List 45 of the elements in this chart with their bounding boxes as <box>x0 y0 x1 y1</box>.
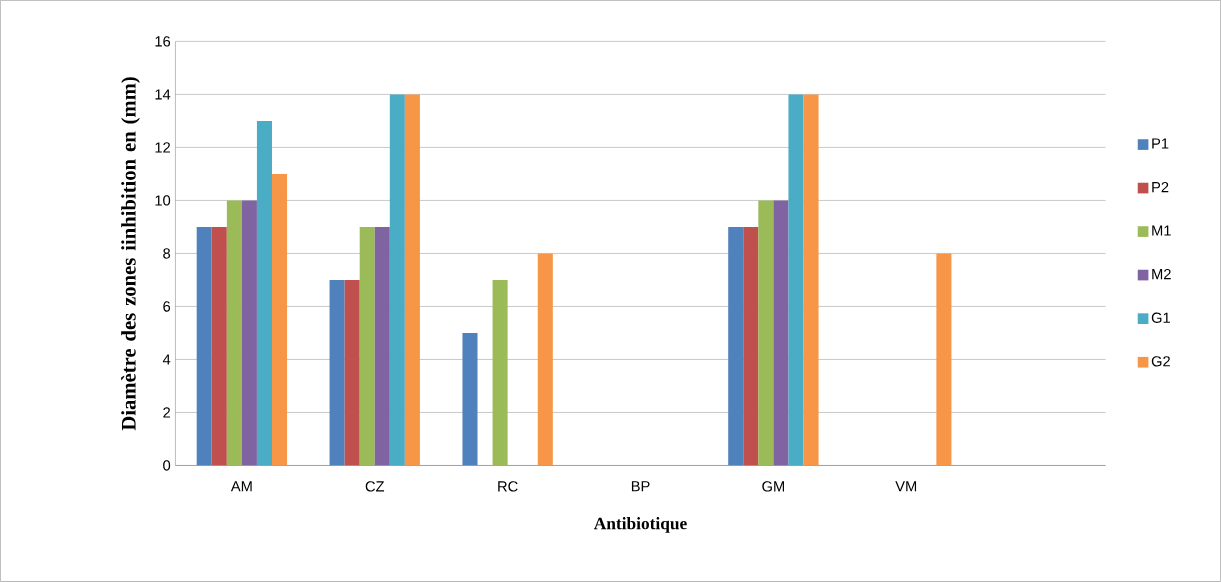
bar <box>196 226 212 466</box>
bar <box>241 200 257 466</box>
y-tick-label: 6 <box>163 301 171 312</box>
bar <box>226 200 242 466</box>
bar <box>374 226 390 466</box>
x-tick-label: GM <box>762 481 784 492</box>
y-tick-label: 0 <box>163 460 171 471</box>
y-tick-label: 14 <box>155 89 171 100</box>
bar <box>788 94 804 466</box>
bar <box>344 279 360 466</box>
bar <box>389 94 405 466</box>
legend-label: M2 <box>1152 269 1171 280</box>
y-tick-label: 10 <box>155 195 171 206</box>
x-tick-label: AM <box>230 481 252 492</box>
bar <box>462 333 478 466</box>
y-axis-title: Diamètre des zones iinhibition en (mm) <box>121 77 140 431</box>
legend-label: P2 <box>1152 182 1169 193</box>
bar <box>803 94 819 466</box>
y-tick-label: 4 <box>162 354 171 365</box>
bar <box>743 226 759 466</box>
legend-label: G1 <box>1151 312 1170 323</box>
legend-label: P1 <box>1152 138 1169 149</box>
bar <box>758 200 774 466</box>
bar <box>773 200 789 466</box>
x-tick-label: RC <box>498 481 518 492</box>
legend-label: G2 <box>1151 356 1170 367</box>
bar <box>537 253 553 466</box>
bar <box>271 173 288 466</box>
y-tick-label: 2 <box>163 407 170 418</box>
bar <box>359 226 375 466</box>
bar <box>492 279 508 466</box>
bar <box>256 120 272 466</box>
bar <box>329 279 345 466</box>
bar <box>936 253 952 466</box>
y-tick-label: 12 <box>155 142 170 153</box>
x-tick-label: VM <box>895 481 917 492</box>
x-tick-label: CZ <box>365 481 385 492</box>
bar <box>728 226 744 466</box>
x-axis-title: Antibiotique <box>593 517 687 533</box>
y-tick-label: 8 <box>163 248 171 259</box>
legend-label: M1 <box>1152 225 1171 236</box>
x-tick-label: BP <box>631 481 650 492</box>
bar <box>404 94 420 466</box>
bar <box>211 226 227 466</box>
y-tick-label: 16 <box>155 36 171 47</box>
